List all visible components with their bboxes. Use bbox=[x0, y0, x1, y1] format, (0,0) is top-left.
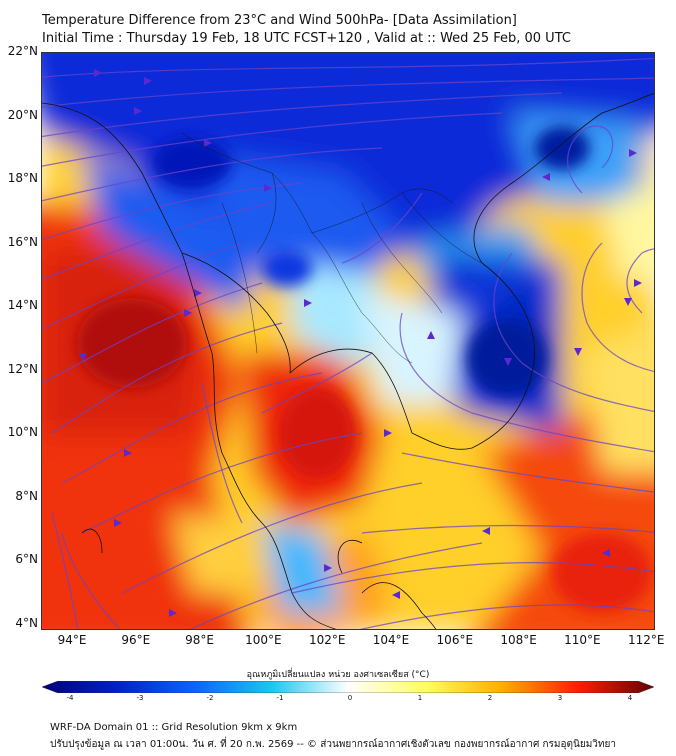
colorbar-tick: 2 bbox=[487, 694, 493, 702]
lon-label: 96°E bbox=[121, 633, 151, 647]
lat-label: 12°N bbox=[7, 361, 38, 376]
lon-label: 102°E bbox=[308, 633, 346, 647]
colorbar-tick: 3 bbox=[557, 694, 563, 702]
lat-label: 16°N bbox=[7, 234, 38, 249]
lon-label: 108°E bbox=[500, 633, 537, 647]
footer-credit: ปรับปรุงข้อมูล ณ เวลา 01:00น. วัน ศ. ที่… bbox=[50, 739, 616, 750]
lat-label: 18°N bbox=[7, 171, 38, 185]
colorbar-tick: -4 bbox=[66, 694, 74, 702]
lon-label: 110°E bbox=[564, 633, 601, 647]
wind-arrowheads bbox=[79, 69, 642, 617]
colorbar-tick: 0 bbox=[347, 694, 353, 702]
colorbar-label: อุณหภูมิเปลี่ยนแปลง หน่วย องศาเซลเซียส (… bbox=[246, 670, 430, 680]
colorbar-tick: -1 bbox=[276, 694, 284, 702]
lon-label: 100°E bbox=[245, 633, 282, 647]
map-title: Temperature Difference from 23°C and Win… bbox=[42, 12, 571, 48]
lon-label: 104°E bbox=[372, 633, 410, 647]
footer-domain-info: WRF-DA Domain 01 :: Grid Resolution 9km … bbox=[50, 722, 298, 733]
lon-label: 112°E bbox=[627, 633, 665, 647]
colorbar bbox=[42, 681, 654, 693]
lat-label: 6°N bbox=[15, 552, 38, 566]
lat-label: 10°N bbox=[7, 425, 38, 439]
lat-label: 14°N bbox=[7, 298, 38, 312]
country-borders bbox=[181, 132, 483, 364]
lat-label: 20°N bbox=[7, 107, 38, 122]
temperature-wind-map bbox=[41, 52, 655, 630]
colorbar-tick: 4 bbox=[627, 694, 633, 702]
wind-streamlines bbox=[42, 57, 654, 629]
colorbar-tick: -2 bbox=[206, 694, 214, 702]
lon-label: 94°E bbox=[57, 633, 87, 647]
lon-label: 106°E bbox=[436, 633, 474, 647]
lat-label: 22°N bbox=[7, 44, 38, 58]
lat-label: 4°N bbox=[15, 615, 38, 630]
title-line-1: Temperature Difference from 23°C and Win… bbox=[42, 13, 517, 28]
map-canvas bbox=[42, 53, 654, 629]
coastlines-borders bbox=[42, 92, 654, 629]
title-line-2: Initial Time : Thursday 19 Feb, 18 UTC F… bbox=[42, 31, 571, 46]
colorbar-tick: -3 bbox=[136, 694, 144, 702]
lat-label: 8°N bbox=[15, 488, 38, 503]
colorbar-tick: 1 bbox=[417, 694, 423, 702]
lon-label: 98°E bbox=[185, 633, 215, 647]
